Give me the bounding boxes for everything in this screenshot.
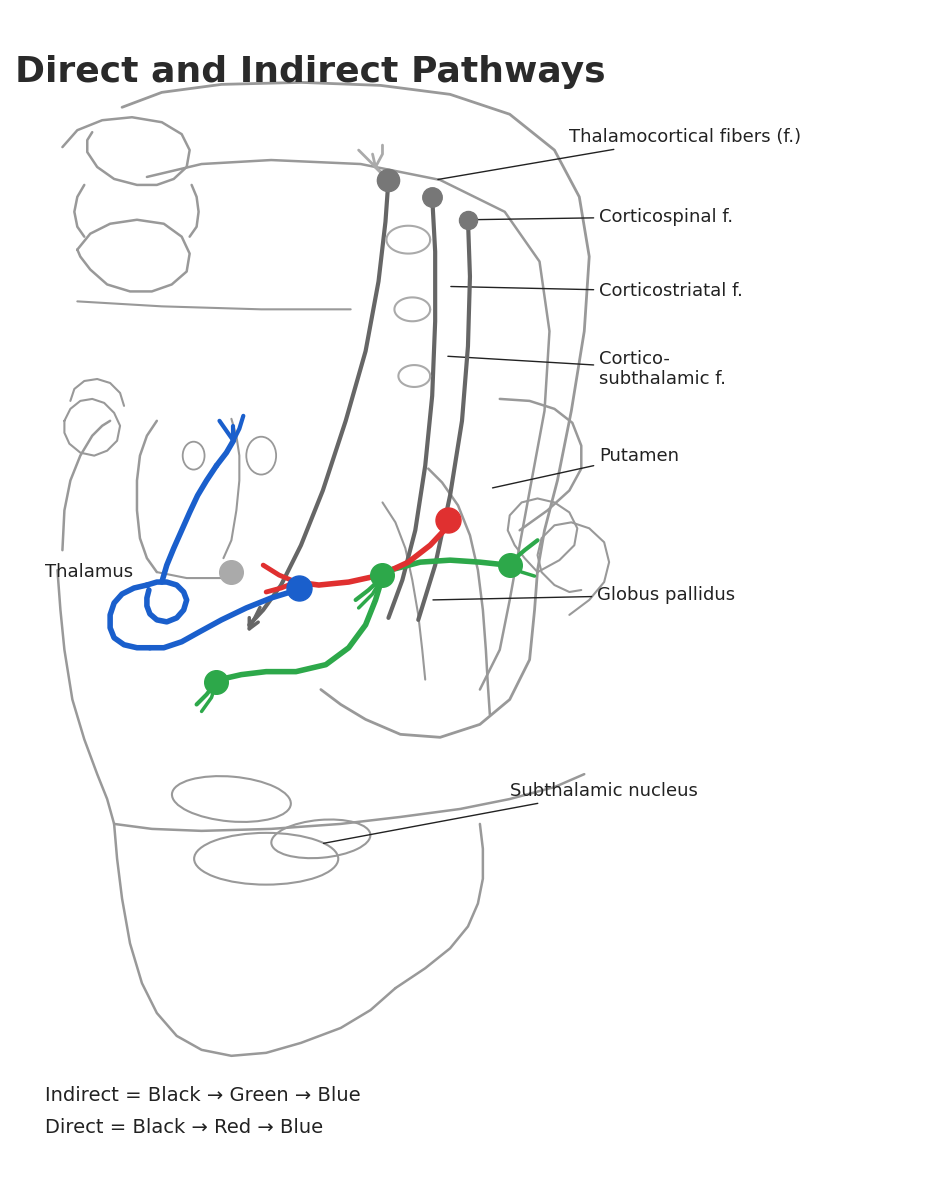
Text: Thalamus: Thalamus bbox=[44, 563, 132, 581]
Text: Direct and Indirect Pathways: Direct and Indirect Pathways bbox=[15, 55, 605, 89]
Text: Indirect = Black → Green → Blue: Indirect = Black → Green → Blue bbox=[44, 1086, 360, 1105]
Text: Corticospinal f.: Corticospinal f. bbox=[471, 208, 734, 225]
Text: Globus pallidus: Globus pallidus bbox=[433, 586, 735, 604]
Text: Corticostriatal f.: Corticostriatal f. bbox=[450, 282, 743, 300]
Text: Direct = Black → Red → Blue: Direct = Black → Red → Blue bbox=[44, 1118, 323, 1137]
Text: Thalamocortical fibers (f.): Thalamocortical fibers (f.) bbox=[438, 128, 801, 179]
Text: Cortico-
subthalamic f.: Cortico- subthalamic f. bbox=[448, 350, 726, 389]
Text: Subthalamic nucleus: Subthalamic nucleus bbox=[324, 782, 697, 843]
Text: Putamen: Putamen bbox=[492, 447, 679, 487]
